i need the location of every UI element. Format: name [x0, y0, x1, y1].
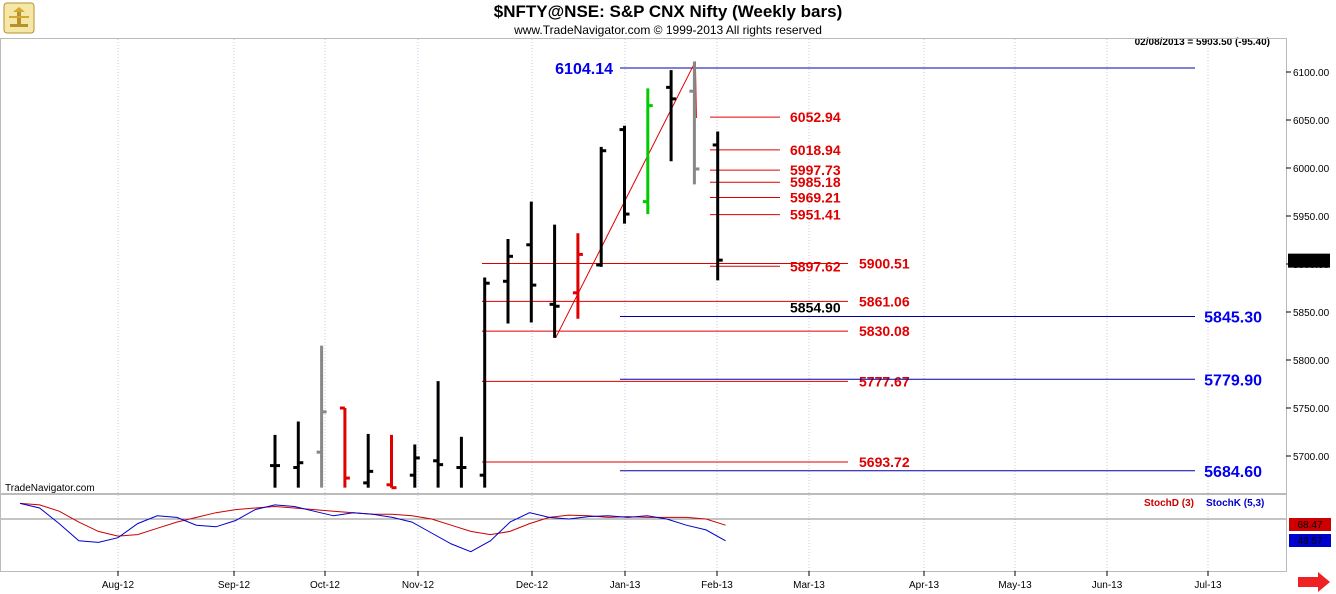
vertical-gridlines [117, 39, 1209, 571]
y-tick-label: 5750.00 [1293, 404, 1330, 415]
ohlc-bar [666, 70, 677, 162]
chart-title: $NFTY@NSE: S&P CNX Nifty (Weekly bars) [494, 2, 842, 21]
y-tick-label: 5800.00 [1293, 356, 1330, 367]
fib-level-label: 5985.18 [790, 174, 841, 190]
x-tick-label: Sep-12 [218, 580, 251, 591]
target-level-label: 5684.60 [1204, 464, 1262, 481]
ohlc-bar [456, 436, 467, 488]
ohlc-bar [642, 88, 653, 215]
x-tick-label: Apr-13 [909, 580, 939, 591]
stoch-d-line [19, 502, 726, 537]
y-tick-label: 5950.00 [1293, 212, 1330, 223]
last-price-marker [1288, 253, 1330, 268]
x-tick-label: Oct-12 [310, 580, 340, 591]
x-tick-label: Nov-12 [402, 580, 435, 591]
target-level-label: 5779.90 [1204, 372, 1262, 389]
price-bars [270, 61, 723, 490]
x-tick-label: Aug-12 [102, 580, 135, 591]
ohlc-bar [596, 146, 607, 267]
ohlc-bar [549, 224, 560, 338]
x-tick-label: Jan-13 [610, 580, 641, 591]
copyright-line: www.TradeNavigator.com © 1999-2013 All r… [513, 23, 822, 37]
ohlc-bar [526, 201, 537, 323]
stoch-k-line [19, 502, 726, 553]
target-level-label: 5845.30 [1204, 310, 1262, 327]
ohlc-bar [433, 381, 444, 488]
x-tick-label: May-13 [998, 580, 1032, 591]
ohlc-bar [619, 125, 630, 224]
date-axis: Aug-12 Sep-12 Oct-12 Nov-12 Dec-12 Jan-13 Feb-… [102, 571, 1222, 591]
price-axis: 5700.005750.005800.005850.005900.005950.… [1286, 68, 1330, 463]
ohlc-bar [712, 131, 723, 281]
fib-level-label: 5897.62 [790, 258, 841, 274]
last-price-label: 5903.50 [1291, 257, 1328, 268]
watermark-text: TradeNavigator.com [5, 483, 95, 494]
pivot-level-label: 5854.90 [790, 299, 841, 315]
ohlc-bar [293, 421, 304, 488]
support-level-label: 5693.72 [859, 454, 910, 470]
last-price-info: 02/08/2013 = 5903.50 (-95.40) [1135, 37, 1270, 48]
stochastic-indicator: StochD (3) StochK (5,3) 68.47 48.57 [1, 498, 1331, 553]
stoch-k-value-marker [1289, 534, 1331, 547]
scroll-right-arrow-icon[interactable] [1298, 572, 1330, 592]
ohlc-bar [479, 277, 490, 488]
stoch-d-value-marker [1289, 518, 1331, 531]
price-levels: 6052.94 6018.94 5997.735985.185969.215951.… [482, 61, 1262, 481]
ohlc-bar [386, 434, 397, 490]
ohlc-bar [503, 239, 513, 324]
ohlc-bar [572, 233, 583, 319]
fib-level-label: 5997.73 [790, 162, 841, 178]
target-level-label: 6104.14 [555, 61, 613, 78]
y-tick-label: 6000.00 [1293, 164, 1330, 175]
stoch-d-value: 68.47 [1297, 520, 1322, 531]
fib-level-label: 5951.41 [790, 207, 841, 223]
ohlc-bar [316, 345, 327, 488]
y-tick-label: 6050.00 [1293, 116, 1330, 127]
support-level-label: 5777.67 [859, 373, 910, 389]
ohlc-bar [270, 434, 280, 488]
ohlc-bar [363, 433, 374, 488]
x-tick-label: Feb-13 [701, 580, 733, 591]
ohlc-bar [339, 406, 350, 488]
price-panel-frame [0, 38, 1287, 494]
y-tick-label: 6100.00 [1293, 68, 1330, 79]
y-tick-label: 5850.00 [1293, 308, 1330, 319]
x-tick-label: Jun-13 [1092, 580, 1123, 591]
support-level-label: 5900.51 [859, 256, 910, 272]
stoch-d-legend: StochD (3) [1144, 498, 1194, 509]
support-level-label: 5830.08 [859, 323, 910, 339]
ohlc-bar [409, 444, 420, 488]
fib-level-label: 6018.94 [790, 142, 841, 158]
x-tick-label: Jul-13 [1194, 580, 1222, 591]
y-tick-label: 5700.00 [1293, 452, 1330, 463]
support-level-label: 5861.06 [859, 293, 910, 309]
ohlc-bar [689, 61, 700, 185]
x-tick-label: Mar-13 [793, 580, 825, 591]
stoch-k-legend: StochK (5,3) [1206, 498, 1264, 509]
stoch-k-value: 48.57 [1297, 536, 1322, 547]
fib-level-label: 6052.94 [790, 109, 841, 125]
trade-navigator-logo-icon [3, 2, 35, 34]
fib-level-label: 5969.21 [790, 190, 841, 206]
stochastic-panel-frame [0, 494, 1287, 572]
x-tick-label: Dec-12 [516, 580, 549, 591]
